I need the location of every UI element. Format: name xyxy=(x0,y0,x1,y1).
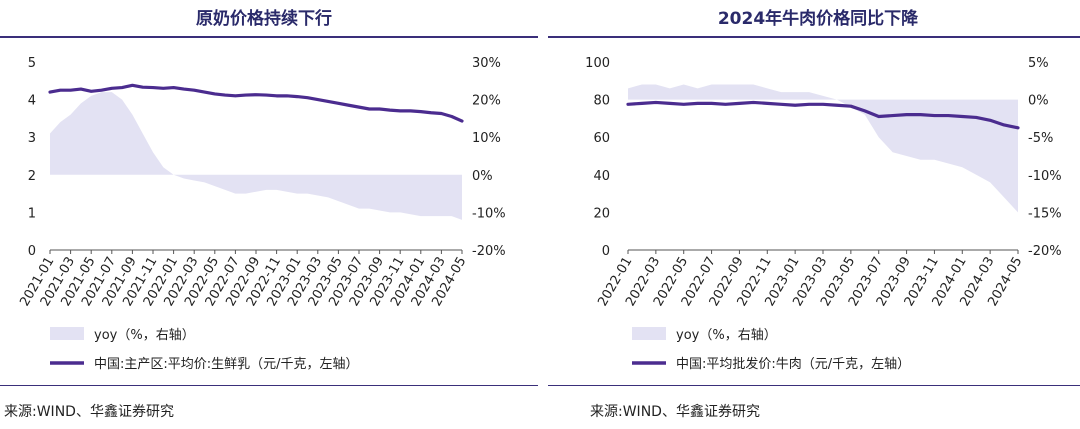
left-left-tick-label: 0 xyxy=(28,244,36,259)
left-left-tick-label: 5 xyxy=(28,56,36,71)
left-right-tick-label: -20% xyxy=(472,244,506,259)
right-chart-title: 2024年牛肉价格同比下降 xyxy=(717,9,919,29)
left-yoy-area xyxy=(50,92,462,220)
left-right-tick-label: 0% xyxy=(472,169,493,184)
left-right-tick-label: -10% xyxy=(472,206,506,221)
right-legend-yoy-swatch xyxy=(632,327,666,340)
left-bottom-rule xyxy=(0,385,538,386)
left-legend-price-label: 中国:主产区:平均价:生鲜乳（元/千克，左轴） xyxy=(94,357,359,372)
right-right-tick-label: -20% xyxy=(1028,244,1062,259)
right-left-tick-label: 40 xyxy=(593,169,610,184)
right-right-tick-label: -15% xyxy=(1028,206,1062,221)
right-top-rule xyxy=(548,36,1080,38)
right-source-note: 来源:WIND、华鑫证券研究 xyxy=(590,404,760,420)
left-legend-yoy-swatch xyxy=(50,327,84,340)
left-left-tick-label: 4 xyxy=(28,94,36,109)
left-left-tick-label: 3 xyxy=(28,131,36,146)
left-source-note: 来源:WIND、华鑫证券研究 xyxy=(4,404,174,420)
right-left-tick-label: 100 xyxy=(585,56,610,71)
right-right-tick-label: 5% xyxy=(1028,56,1049,71)
right-left-tick-label: 0 xyxy=(602,244,610,259)
right-left-tick-label: 80 xyxy=(593,94,610,109)
right-right-tick-label: -5% xyxy=(1028,131,1053,146)
right-left-tick-label: 60 xyxy=(593,131,610,146)
right-yoy-area xyxy=(628,84,1018,213)
left-top-rule xyxy=(0,36,538,38)
right-right-tick-label: -10% xyxy=(1028,169,1062,184)
left-right-tick-label: 10% xyxy=(472,131,501,146)
left-legend-yoy-label: yoy（%，右轴） xyxy=(94,328,195,343)
left-left-tick-label: 2 xyxy=(28,169,36,184)
right-bottom-rule xyxy=(548,385,1080,386)
right-price-line xyxy=(626,100,1020,130)
right-legend-price-label: 中国:平均批发价:牛肉（元/千克，左轴） xyxy=(676,356,910,372)
right-legend-yoy-label: yoy（%，右轴） xyxy=(676,328,777,343)
left-left-tick-label: 1 xyxy=(28,206,36,221)
left-right-tick-label: 30% xyxy=(472,56,501,71)
left-right-tick-label: 20% xyxy=(472,94,501,109)
right-right-tick-label: 0% xyxy=(1028,94,1049,109)
left-price-line xyxy=(48,83,464,123)
right-left-tick-label: 20 xyxy=(593,206,610,221)
left-chart-title: 原奶价格持续下行 xyxy=(196,9,332,29)
